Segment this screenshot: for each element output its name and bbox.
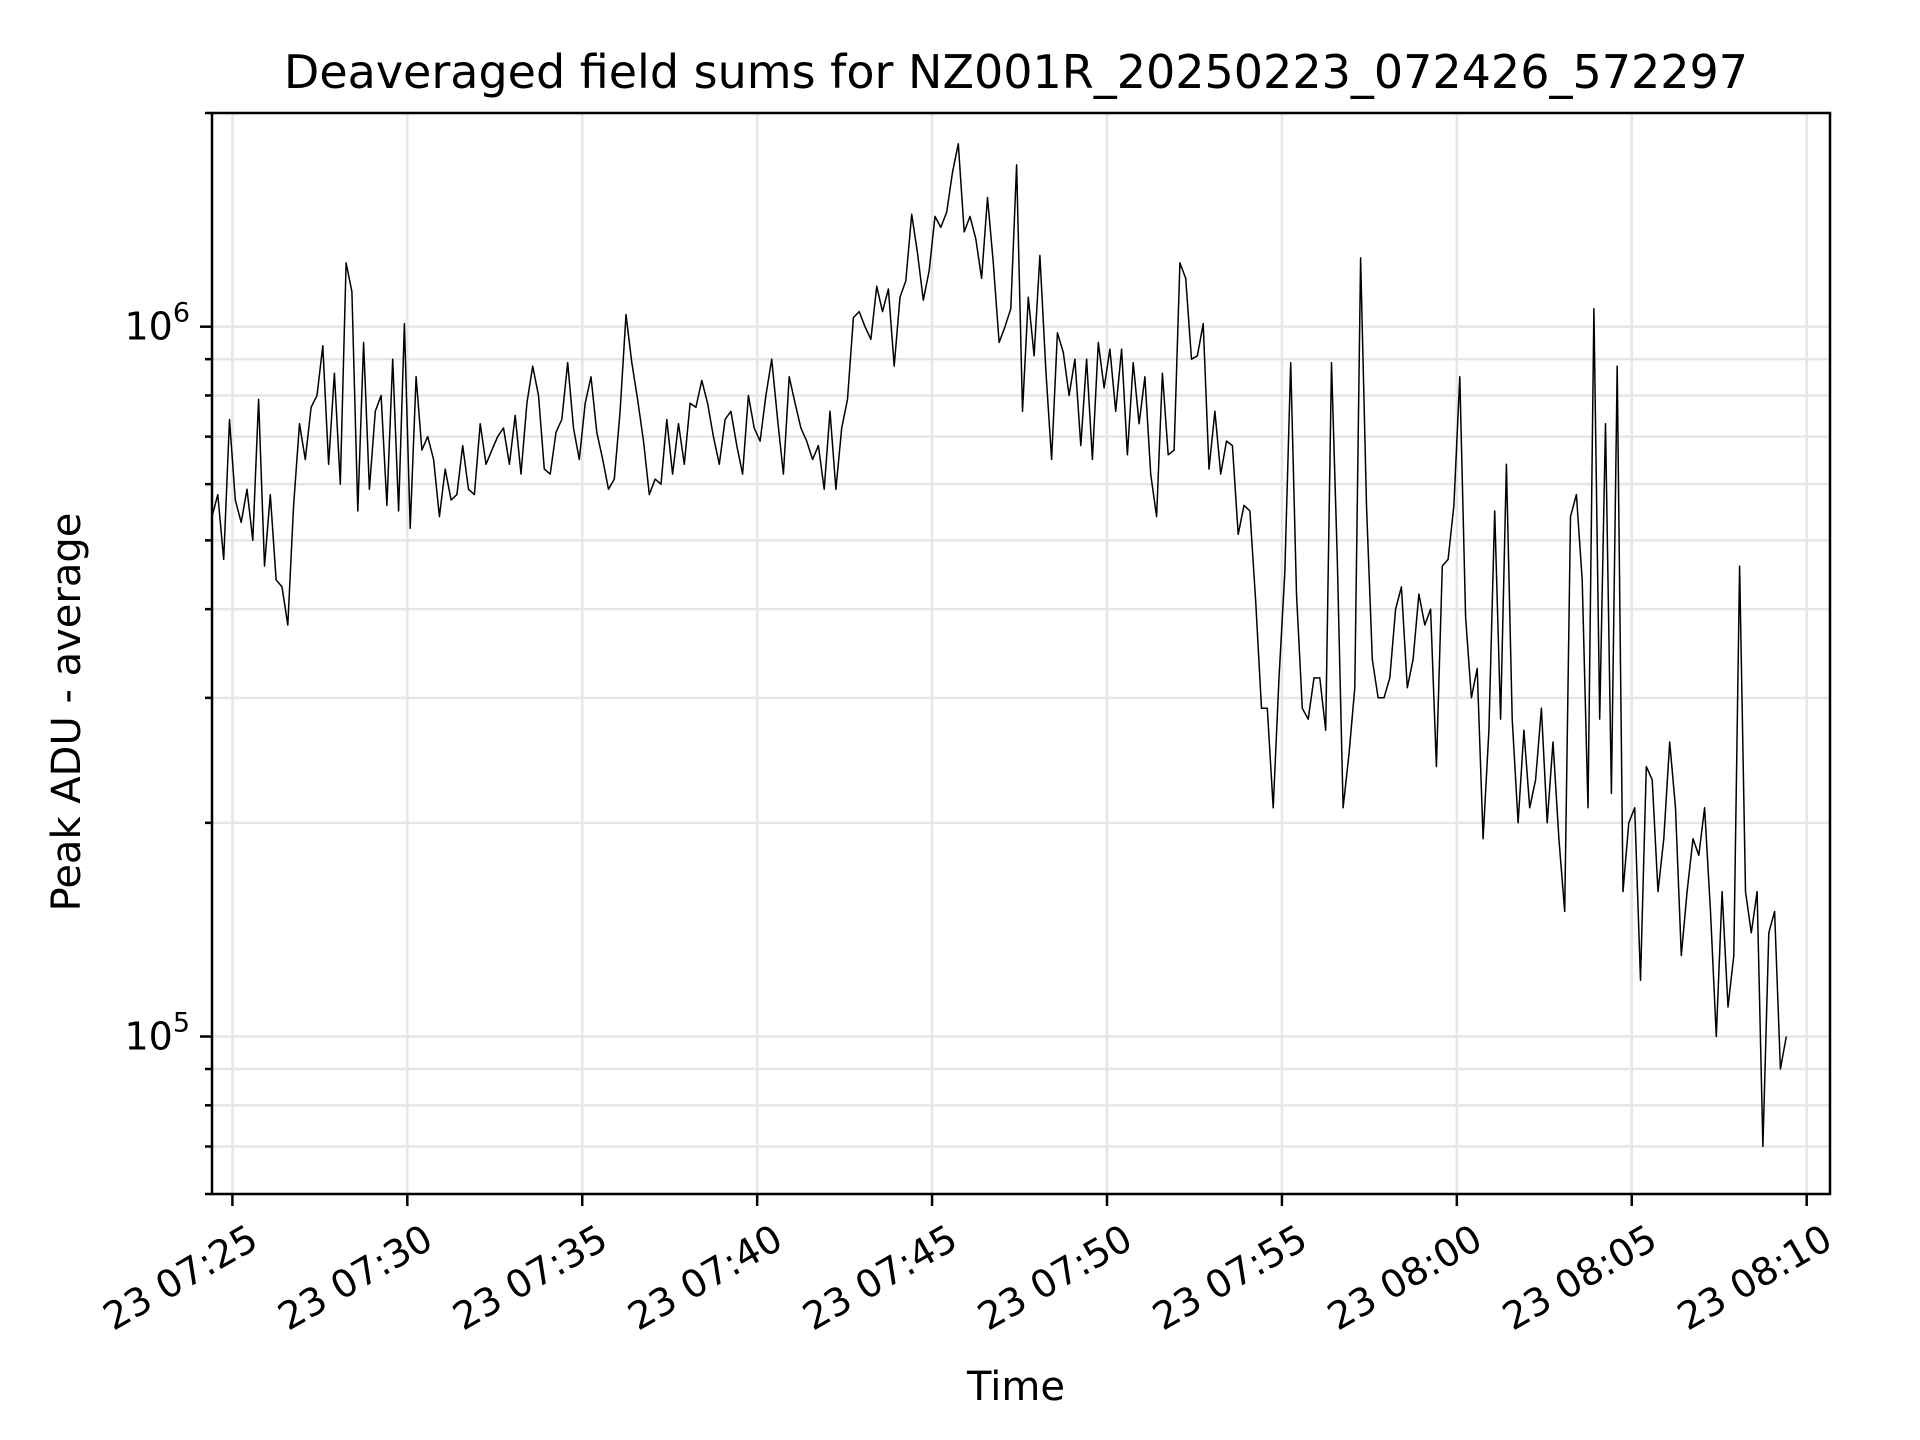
x-tick-label: 23 07:55 (1145, 1216, 1314, 1339)
x-tick-label: 23 08:00 (1320, 1216, 1489, 1339)
series-line (211, 143, 1788, 1148)
x-tick-label: 23 08:05 (1495, 1216, 1664, 1339)
y-tick-label: 105 (124, 1008, 190, 1059)
x-tick-label: 23 08:10 (1670, 1216, 1839, 1339)
x-axis-label: Time (966, 1364, 1065, 1410)
x-tick-label: 23 07:50 (970, 1216, 1139, 1339)
grid (212, 111, 1830, 1196)
x-tick-label: 23 07:30 (271, 1216, 440, 1339)
plot-frame (210, 111, 1832, 1196)
series-layer (211, 143, 1788, 1148)
x-tick-label: 23 07:35 (446, 1216, 615, 1339)
x-tick-label: 23 07:25 (96, 1216, 265, 1339)
axes: 23 07:25 23 07:30 23 07:35 23 07:40 23 07:45… (96, 111, 1839, 1339)
x-tick-label: 23 07:45 (795, 1216, 964, 1339)
y-tick-label: 106 (124, 298, 190, 349)
chart-title: Deaveraged field sums for NZ001R_2025022… (284, 45, 1748, 99)
x-tick-label: 23 07:40 (620, 1216, 789, 1339)
y-axis-label: Peak ADU - average (44, 513, 90, 912)
